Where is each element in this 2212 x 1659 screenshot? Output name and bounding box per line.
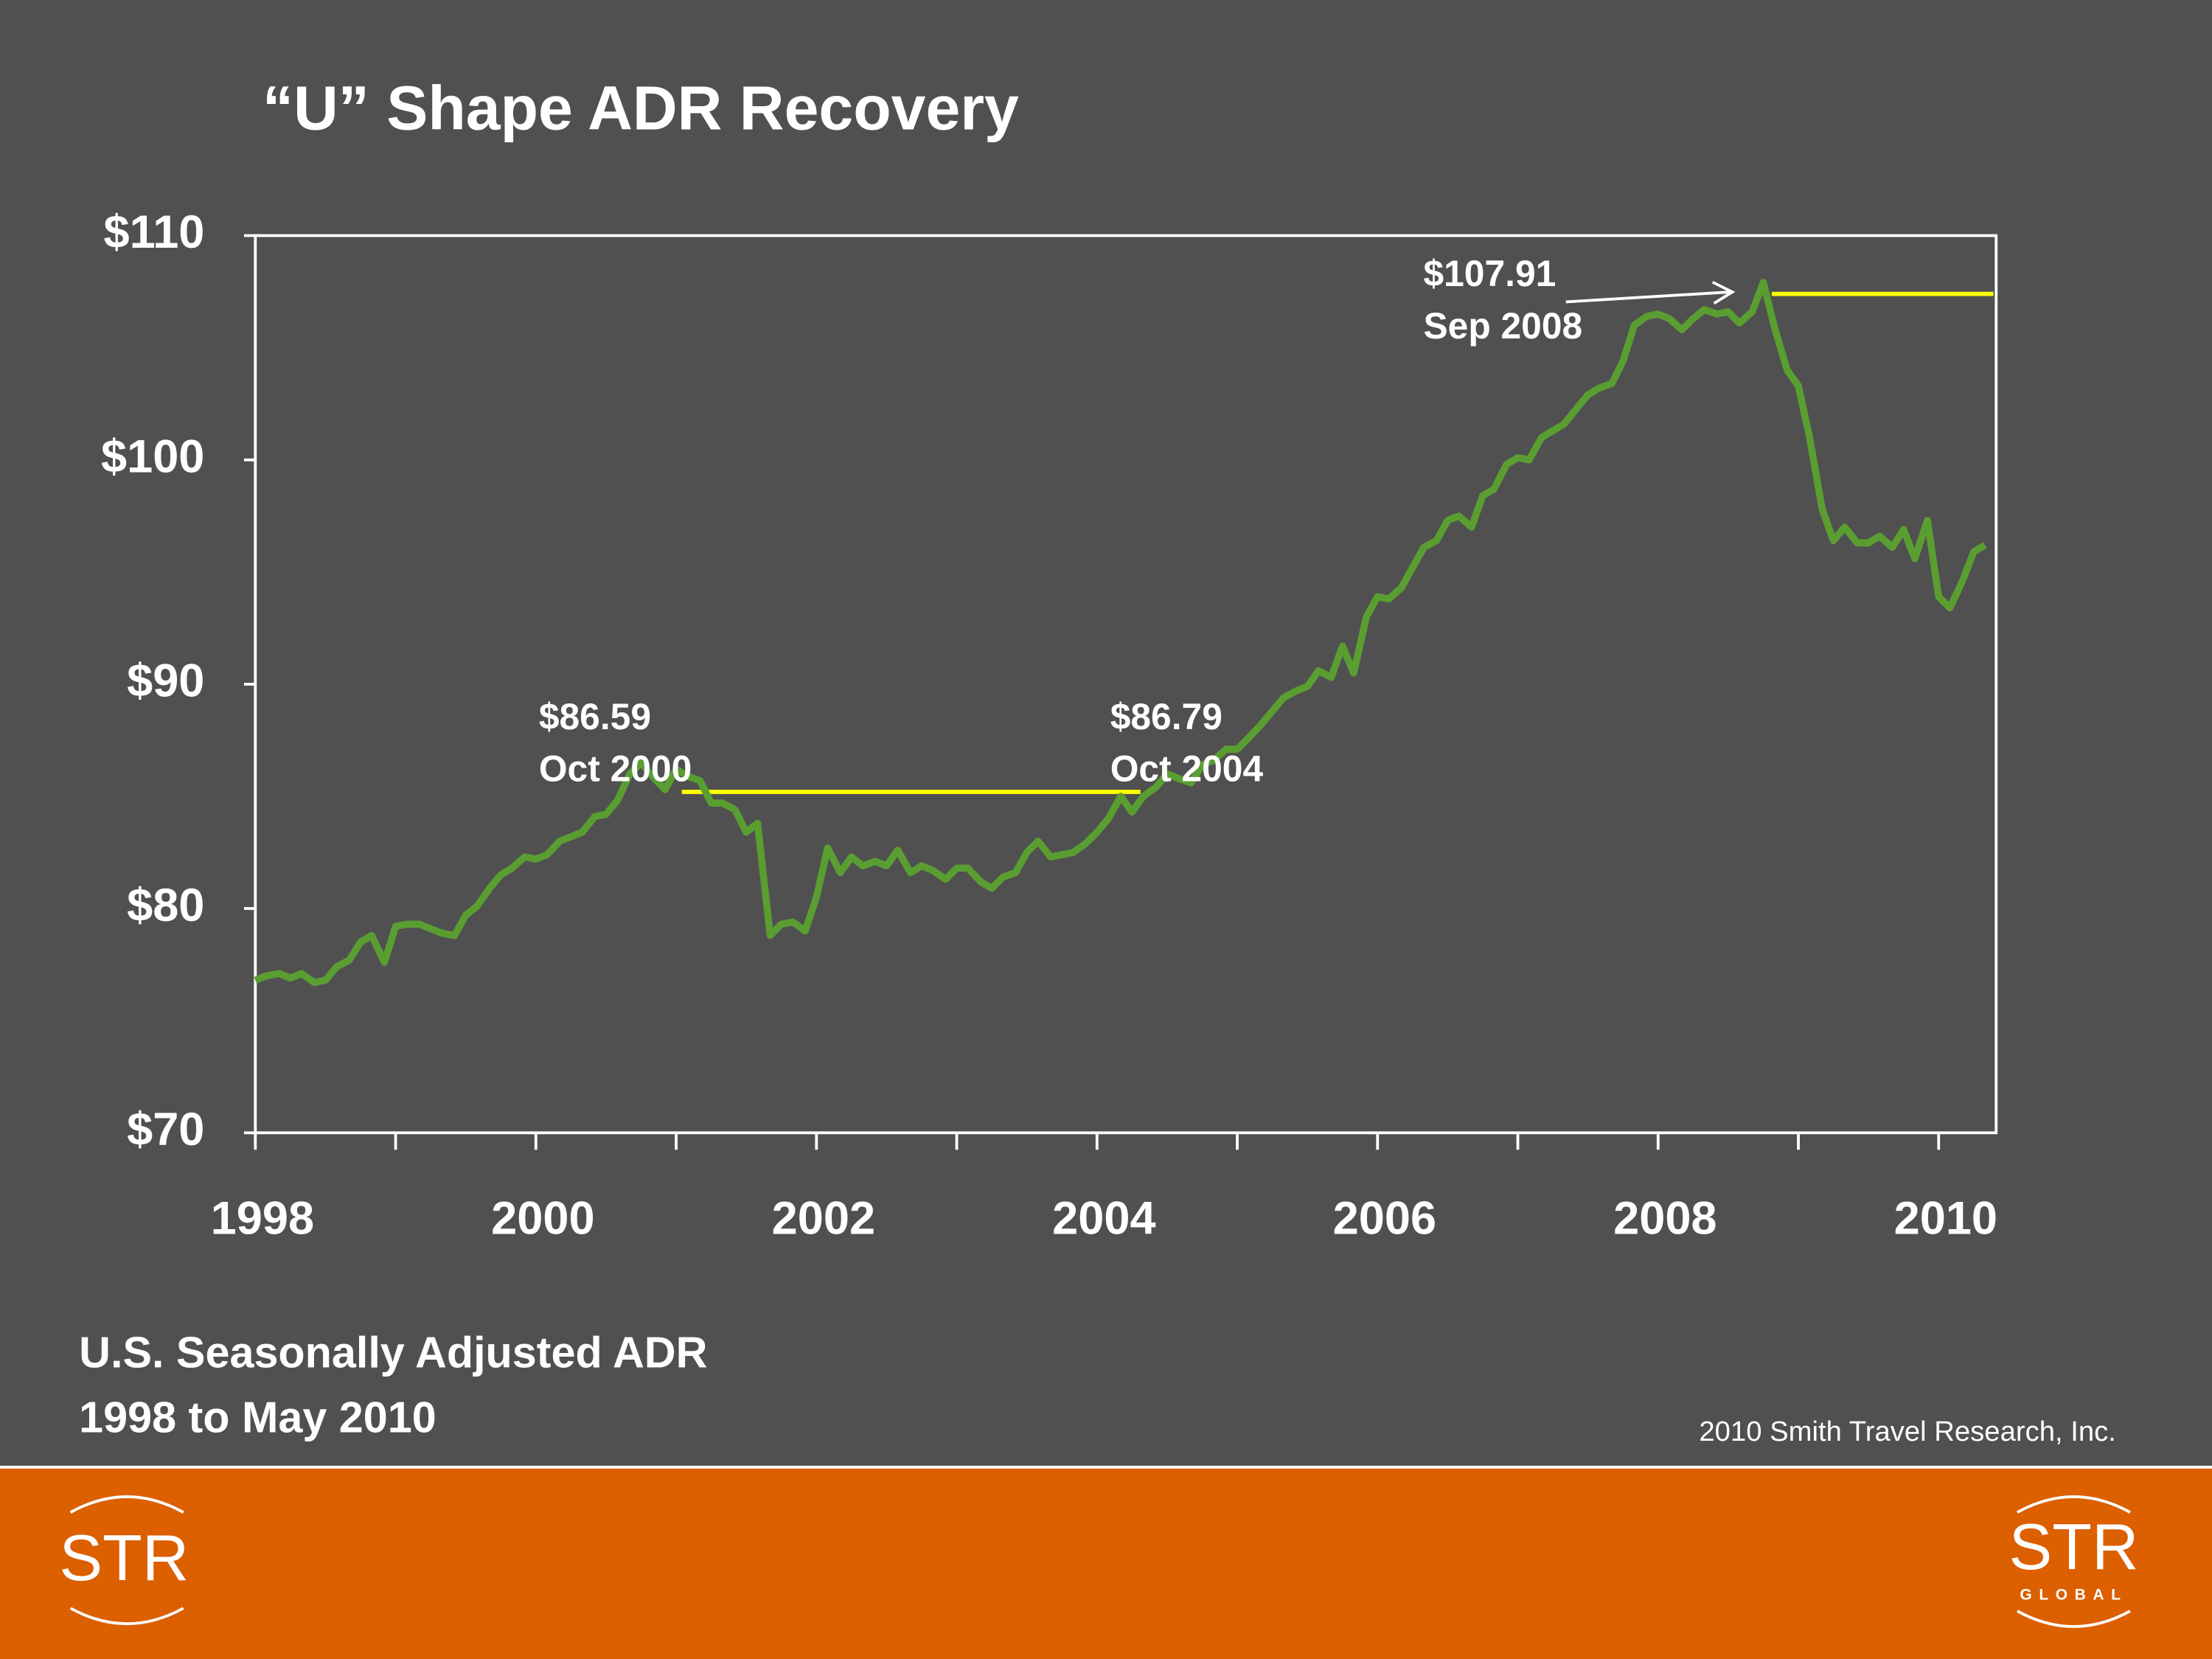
logo-left: STR xyxy=(59,1495,189,1625)
y-tick-label: $80 xyxy=(127,880,204,931)
data-line xyxy=(254,279,1987,987)
annotation: Sep 2008 xyxy=(1423,305,1582,347)
annotation: Oct 2004 xyxy=(1110,748,1264,790)
logo-text: STR xyxy=(59,1521,189,1594)
logo-text: STR xyxy=(2008,1510,2138,1583)
y-tick-label: $70 xyxy=(127,1104,204,1155)
annotation: $86.59 xyxy=(539,696,651,737)
logo-arc xyxy=(69,1607,184,1625)
x-tick-label: 2010 xyxy=(1894,1193,1997,1245)
x-tick-label: 2006 xyxy=(1333,1193,1436,1245)
x-tick-label: 2008 xyxy=(1613,1193,1717,1245)
subtitle: 1998 to May 2010 xyxy=(79,1392,437,1441)
annotation: Oct 2000 xyxy=(539,748,692,790)
logo-right: STR GLOBAL xyxy=(2008,1495,2139,1628)
y-tick-label: $110 xyxy=(103,206,204,258)
chart-title: “U” Shape ADR Recovery xyxy=(262,73,1019,142)
logo-arc xyxy=(2017,1495,2131,1514)
source: 2010 Smith Travel Research, Inc. xyxy=(1699,1416,2116,1447)
y-tick-label: $100 xyxy=(101,431,204,482)
x-tick-label: 2004 xyxy=(1052,1193,1155,1245)
x-tick-label: 1998 xyxy=(211,1193,314,1245)
logo-subtext: GLOBAL xyxy=(2020,1586,2127,1603)
logo-arc xyxy=(69,1495,184,1514)
x-tick-label: 2000 xyxy=(491,1193,594,1245)
plot: $70 $80 $90 $100 $110 1998 2000 2002 2004 2006 200… xyxy=(101,206,1997,1244)
annotation: $86.79 xyxy=(1110,696,1222,737)
annotation: $107.91 xyxy=(1423,253,1556,294)
y-tick-label: $90 xyxy=(127,655,204,707)
footer-band xyxy=(0,1468,2212,1659)
logo-arc xyxy=(2017,1610,2131,1628)
subtitle: U.S. Seasonally Adjusted ADR xyxy=(79,1327,707,1377)
x-tick-label: 2002 xyxy=(772,1193,875,1245)
annotation-arrowhead xyxy=(1711,280,1736,305)
annotation-arrow xyxy=(1565,291,1730,304)
